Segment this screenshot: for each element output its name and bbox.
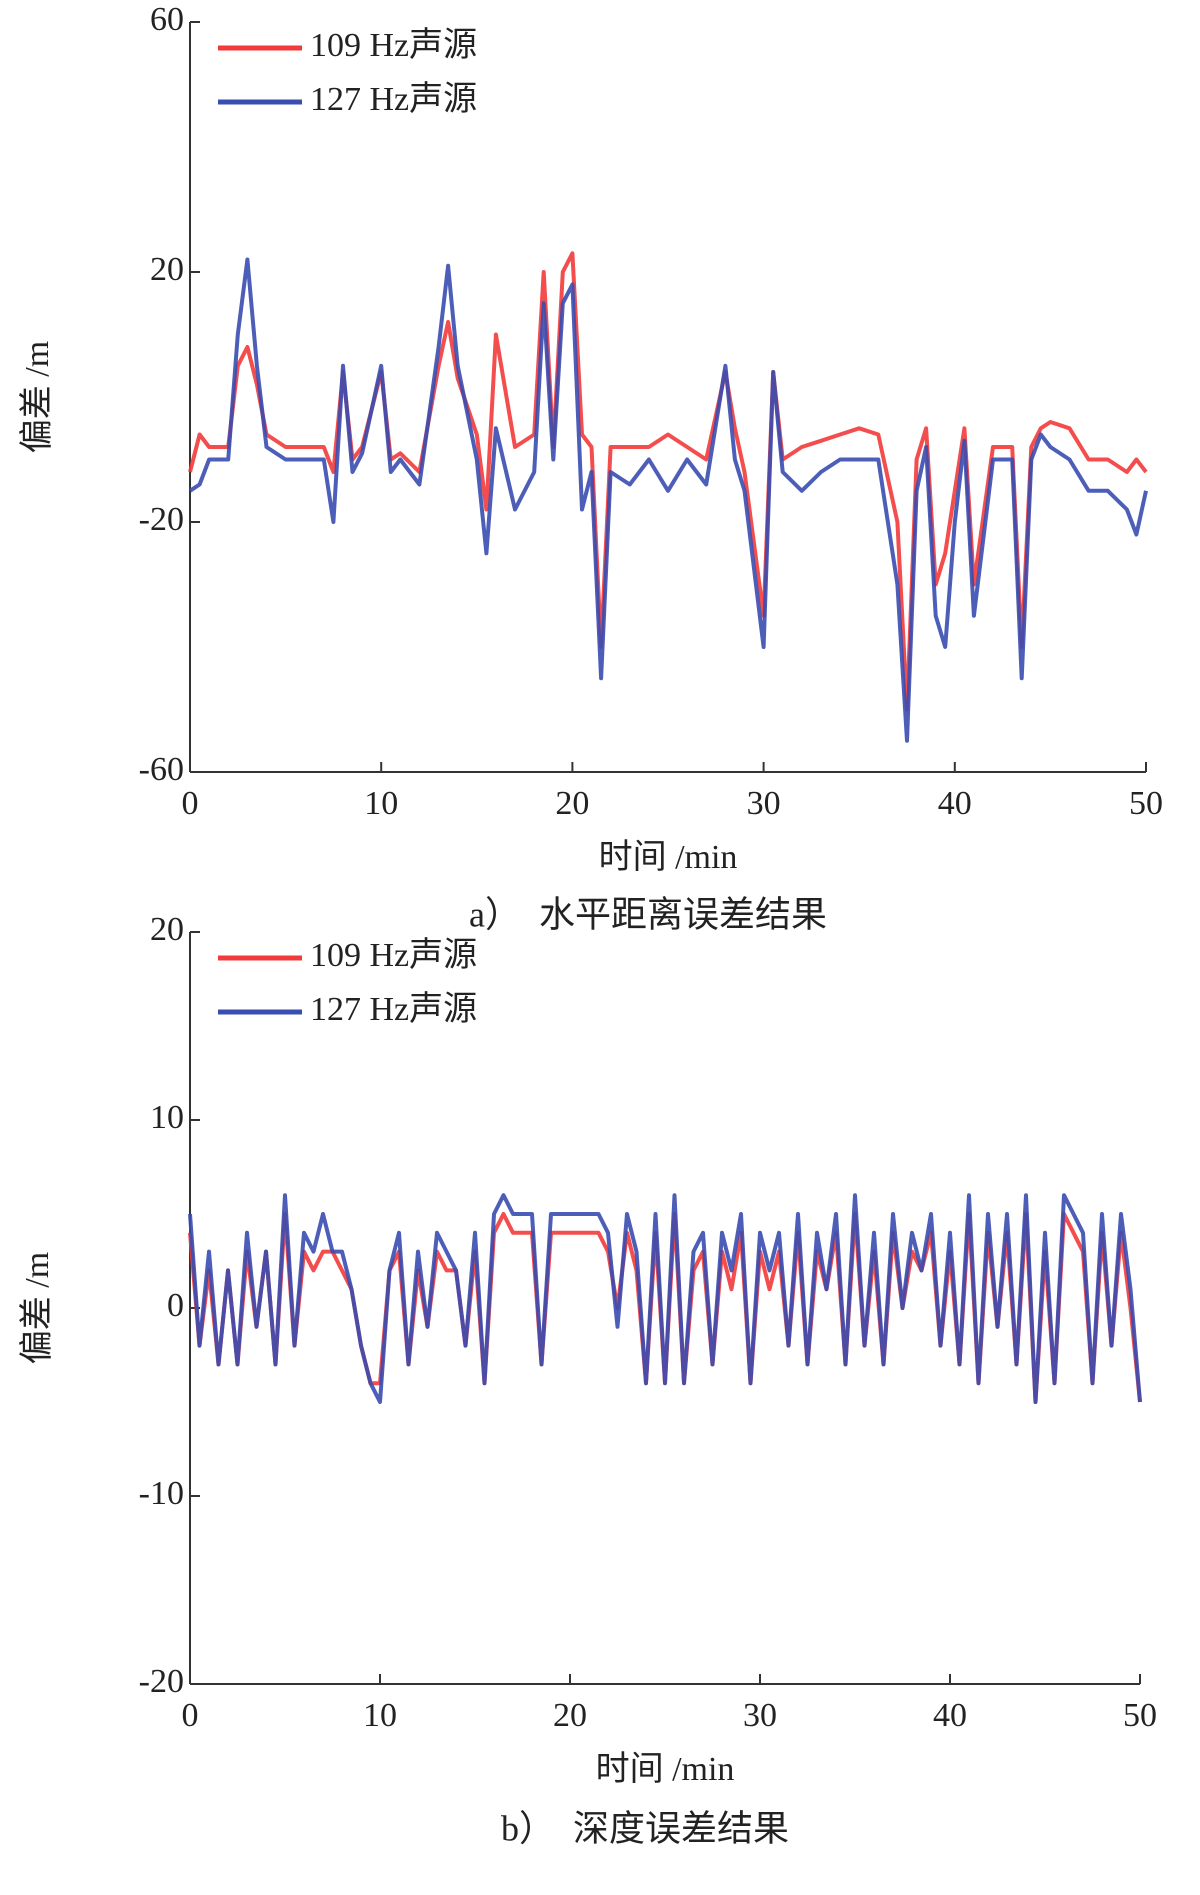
y-tick-label: -10 <box>139 1475 184 1512</box>
y-axis-label: 偏差 /m <box>18 1252 56 1364</box>
y-tick-label: 60 <box>150 1 184 38</box>
y-tick-label: -20 <box>139 501 184 538</box>
legend-label: 127 Hz声源 <box>310 990 477 1028</box>
y-tick-label: 0 <box>167 1287 184 1324</box>
x-tick-label: 20 <box>555 785 589 822</box>
x-axis-label: 时间 /min <box>596 1751 735 1788</box>
legend-label: 109 Hz声源 <box>310 26 477 64</box>
series-line <box>188 251 1148 712</box>
x-tick-label: 50 <box>1129 785 1163 822</box>
x-tick-label: 50 <box>1123 1697 1157 1734</box>
y-tick-label: 20 <box>150 911 184 948</box>
y-tick-label: -20 <box>139 1663 184 1700</box>
caption: a） 水平距离误差结果 <box>469 894 827 934</box>
x-tick-label: 10 <box>363 1697 397 1734</box>
legend-label: 109 Hz声源 <box>310 936 477 974</box>
series-line <box>188 257 1148 743</box>
x-tick-label: 40 <box>933 1697 967 1734</box>
x-tick-label: 30 <box>743 1697 777 1734</box>
x-tick-label: 0 <box>182 1697 199 1734</box>
x-tick-label: 0 <box>182 785 199 822</box>
x-tick-label: 40 <box>938 785 972 822</box>
x-tick-label: 10 <box>364 785 398 822</box>
series-line <box>188 1193 1142 1404</box>
y-tick-label: 10 <box>150 1099 184 1136</box>
x-axis-label: 时间 /min <box>599 839 738 876</box>
x-tick-label: 20 <box>553 1697 587 1734</box>
y-tick-label: -60 <box>139 751 184 788</box>
x-tick-label: 30 <box>747 785 781 822</box>
y-axis-label: 偏差 /m <box>18 341 56 453</box>
legend-label: 127 Hz声源 <box>310 80 477 118</box>
caption: b） 深度误差结果 <box>501 1808 789 1848</box>
y-tick-label: 20 <box>150 251 184 288</box>
